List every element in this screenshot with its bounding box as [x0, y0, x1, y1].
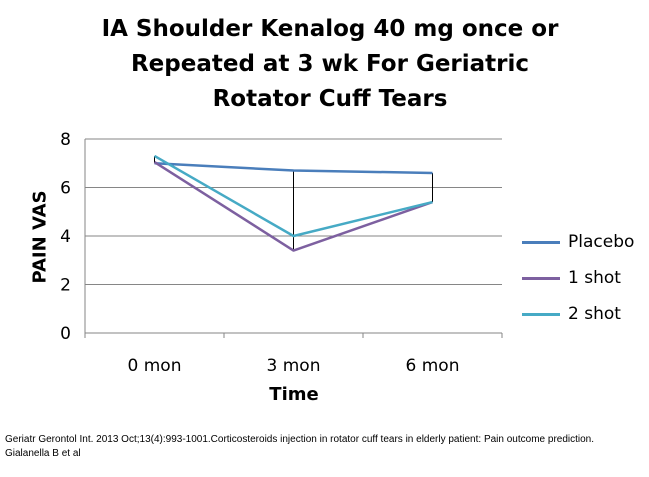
chart-plot-area: 0 2 4 6 8 0 mon 3 mon 6 mon	[60, 130, 503, 376]
series-line-2-shot	[153, 154, 433, 238]
legend-label-1-shot: 1 shot	[568, 268, 621, 288]
y-tick-label-2: 2	[60, 276, 71, 296]
series-line-1-shot	[153, 160, 433, 252]
x-tick-label-0-mon: 0 mon	[128, 356, 182, 376]
y-tick-label-4: 4	[60, 227, 71, 247]
source-citation: Geriatr Gerontol Int. 2013 Oct;13(4):993…	[5, 434, 595, 459]
y-tick-label-8: 8	[60, 130, 71, 150]
legend-item-2-shot: 2 shot	[522, 296, 634, 332]
chart-title-line-1: IA Shoulder Kenalog 40 mg once or	[101, 16, 559, 42]
chart-title: IA Shoulder Kenalog 40 mg once or Repeat…	[60, 12, 600, 117]
legend-swatch-2-shot	[522, 312, 560, 316]
legend-label-placebo: Placebo	[568, 232, 635, 252]
legend: Placebo 1 shot 2 shot	[522, 224, 634, 332]
chart-title-line-3: Rotator Cuff Tears	[212, 86, 448, 112]
chart-title-line-2: Repeated at 3 wk For Geriatric	[130, 51, 530, 77]
y-tick-label-0: 0	[60, 324, 71, 344]
x-tick-label-6-mon: 6 mon	[406, 356, 460, 376]
y-axis-label: PAIN VAS	[29, 190, 51, 284]
legend-item-placebo: Placebo	[522, 224, 634, 260]
x-tick-label-3-mon: 3 mon	[267, 356, 321, 376]
y-tick-label-6: 6	[60, 179, 71, 199]
legend-label-2-shot: 2 shot	[568, 304, 621, 324]
legend-item-1-shot: 1 shot	[522, 260, 634, 296]
x-axis-label: Time	[269, 384, 319, 405]
series-line-placebo	[154, 162, 433, 175]
legend-swatch-1-shot	[522, 276, 560, 280]
legend-swatch-placebo	[522, 240, 560, 244]
